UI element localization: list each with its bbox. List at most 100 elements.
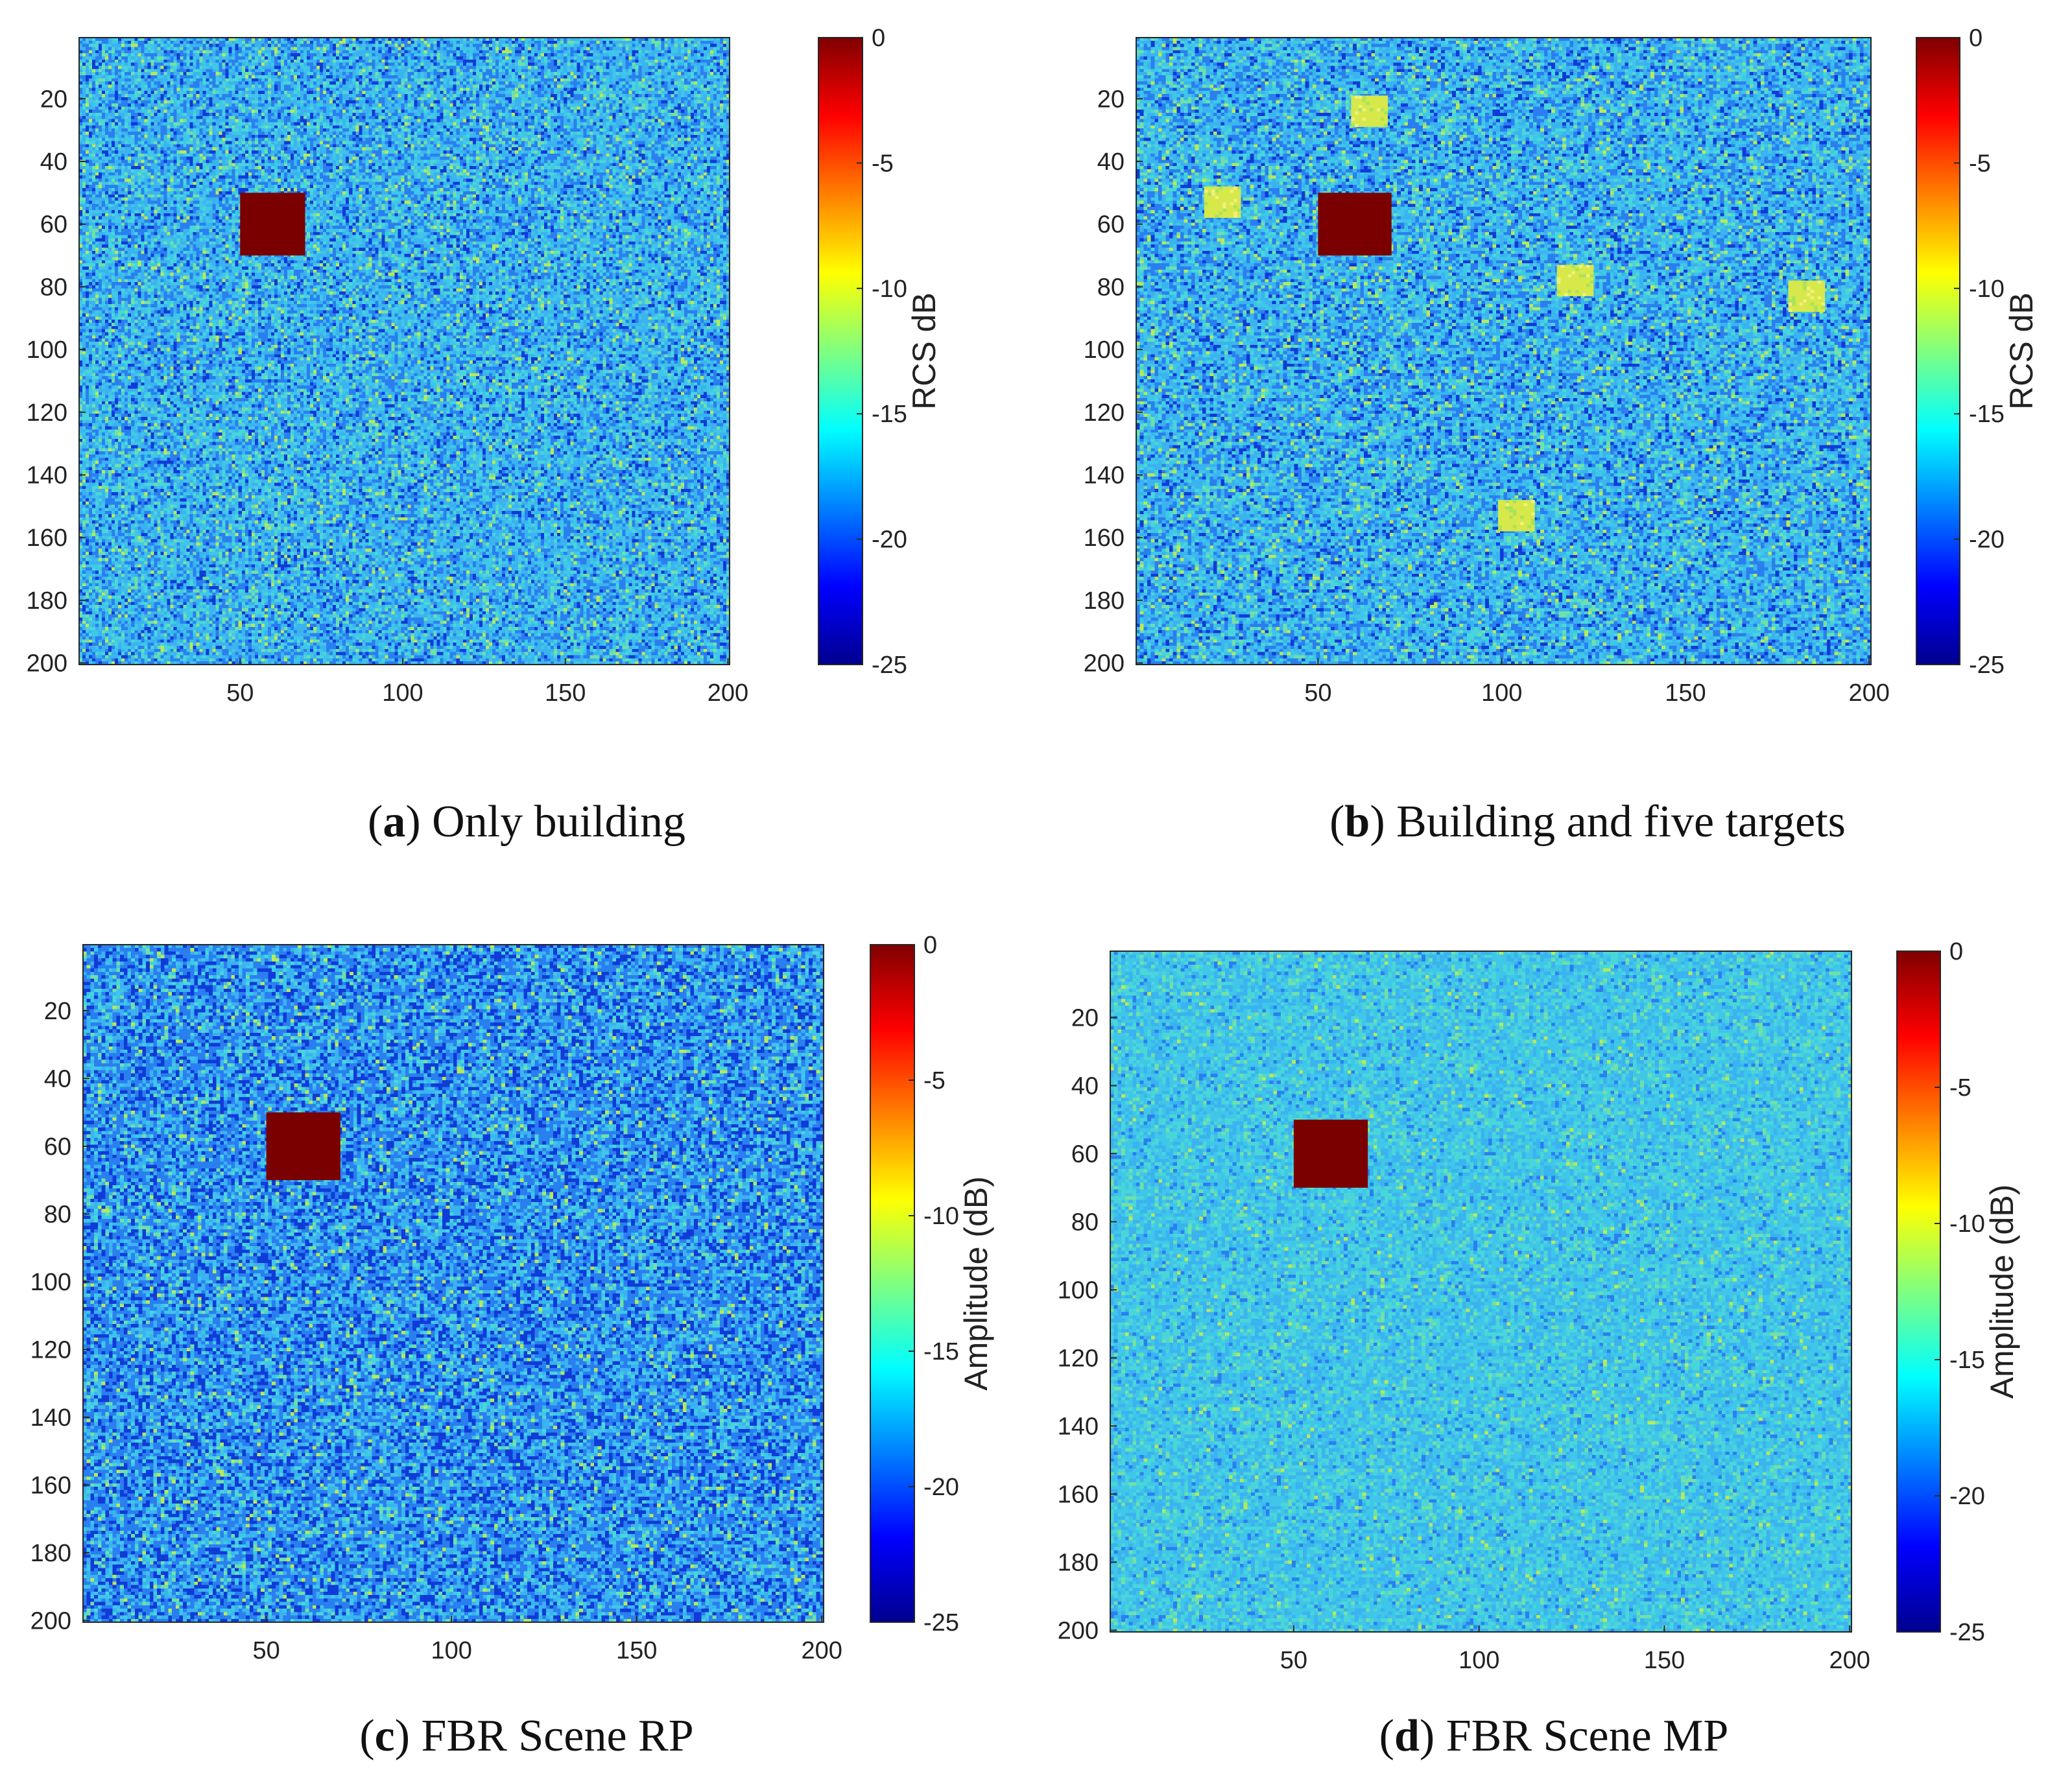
panel-caption: (c) FBR Scene RP [359, 1711, 693, 1761]
plot-frame [1110, 951, 1852, 1633]
colorbar-tick-label: -20 [1949, 1483, 1985, 1510]
y-tick-label: 200 [27, 650, 67, 678]
colorbar-label: Amplitude (dB) [958, 1176, 994, 1391]
y-tick-label: 40 [1097, 148, 1125, 176]
y-tick-label: 180 [27, 587, 67, 615]
colorbar-tick-label: 0 [1949, 938, 1963, 965]
y-tick-label: 60 [1071, 1140, 1099, 1168]
y-tick-label: 200 [1084, 650, 1125, 678]
y-tick-label: 80 [1071, 1209, 1099, 1236]
y-tick-label: 140 [1084, 462, 1125, 489]
colorbar-tick-label: -25 [872, 652, 907, 679]
y-tick-label: 160 [30, 1472, 71, 1499]
target-marker [1498, 500, 1535, 532]
y-tick-label: 180 [1084, 587, 1125, 615]
colorbar-tick-label: -25 [923, 1609, 959, 1636]
colorbar-tick-label: -10 [1969, 276, 2005, 303]
panel-d: 50 100 150 200 20 40 60 80 100 120 140 160 180 200 0 -5… [1058, 938, 2020, 1761]
panel-a: 50 100 150 200 20 40 60 80 100 120 140 160 180 200 0 -5… [27, 25, 942, 847]
panel-caption: (b) Building and five targets [1329, 797, 1846, 847]
colorbar-tick-label: 0 [923, 932, 937, 959]
panel-b: 50 100 150 200 20 40 60 80 100 120 140 160 180 200 0 -5… [1084, 25, 2040, 847]
y-tick-label: 140 [27, 462, 67, 489]
y-tick-label: 60 [40, 211, 67, 239]
y-tick-label: 160 [1084, 525, 1125, 552]
colorbar-label: Amplitude (dB) [1984, 1185, 2020, 1399]
colorbar-tick-label: -20 [1969, 526, 2005, 554]
y-tick-label: 120 [1084, 399, 1125, 427]
colorbar-c: 0 -5 -10 -15 -20 -25 Amplitude (dB) [870, 932, 994, 1636]
y-tick-label: 120 [30, 1336, 71, 1364]
colorbar-tick-label: -20 [923, 1474, 959, 1501]
x-tick-label: 200 [708, 679, 748, 707]
y-tick-label: 180 [30, 1540, 71, 1567]
y-tick-label: 120 [1058, 1345, 1099, 1372]
target-marker [1204, 186, 1241, 218]
y-tick-label: 100 [1084, 337, 1125, 364]
y-tick-label: 20 [40, 86, 67, 113]
building-block [1293, 1119, 1368, 1188]
x-tick-label: 150 [616, 1637, 657, 1664]
x-tick-label: 150 [1665, 679, 1706, 707]
y-tick-label: 40 [1071, 1072, 1099, 1100]
colorbar-tick-label: -15 [1949, 1347, 1985, 1374]
x-tick-label: 100 [1459, 1647, 1499, 1674]
y-tick-label: 40 [40, 148, 67, 176]
y-tick-label: 100 [30, 1269, 71, 1296]
colorbar-gradient [1916, 37, 1960, 665]
panel-caption: (d) FBR Scene MP [1379, 1711, 1729, 1761]
y-tick-label: 120 [27, 399, 67, 427]
plot-frame [82, 944, 824, 1623]
x-tick-label: 200 [801, 1637, 842, 1664]
colorbar-tick-label: -5 [1949, 1074, 1971, 1102]
y-tick-label: 20 [44, 998, 71, 1025]
x-tick-label: 50 [253, 1637, 280, 1664]
x-tick-label: 150 [545, 679, 586, 707]
colorbar-label: RCS dB [2003, 292, 2040, 410]
target-marker [1788, 280, 1826, 313]
colorbar-tick-label: 0 [872, 25, 885, 52]
y-tick-label: 60 [1097, 211, 1125, 239]
colorbar-a: 0 -5 -10 -15 -20 -25 RCS dB [818, 25, 942, 679]
y-tick-label: 140 [30, 1404, 71, 1432]
y-tick-label: 20 [1071, 1004, 1099, 1032]
heatmap-noise-d [1110, 951, 1852, 1632]
plot-frame [78, 37, 730, 665]
building-block [1318, 193, 1392, 256]
y-tick-label: 100 [1058, 1277, 1099, 1304]
x-tick-label: 150 [1644, 1647, 1685, 1674]
x-tick-label: 200 [1829, 1647, 1870, 1674]
heatmap-noise-a [79, 38, 730, 665]
colorbar-tick-label: -15 [923, 1338, 959, 1365]
panel-c: 50 100 150 200 20 40 60 80 100 120 140 160 180 200 0 -5… [30, 932, 994, 1761]
plot-frame [1136, 37, 1872, 665]
y-tick-label: 80 [1097, 274, 1125, 301]
colorbar-tick-label: -10 [923, 1203, 959, 1230]
x-tick-label: 50 [1304, 679, 1331, 707]
y-tick-label: 100 [27, 337, 67, 364]
colorbar-label: RCS dB [906, 292, 942, 410]
building-block [240, 193, 305, 256]
colorbar-tick-label: -10 [1949, 1210, 1985, 1238]
y-tick-label: 40 [44, 1065, 71, 1092]
x-tick-label: 100 [431, 1637, 471, 1664]
y-tick-label: 60 [44, 1133, 71, 1161]
target-marker [1351, 95, 1388, 127]
colorbar-gradient [1896, 951, 1941, 1633]
panel-caption: (a) Only building [368, 797, 685, 847]
colorbar-tick-label: -5 [872, 150, 894, 177]
x-tick-label: 50 [1280, 1647, 1307, 1674]
y-tick-label: 80 [40, 274, 67, 301]
y-tick-label: 140 [1058, 1413, 1099, 1440]
colorbar-tick-label: -25 [1969, 652, 2005, 679]
colorbar-tick-label: -5 [923, 1067, 946, 1094]
colorbar-tick-label: -25 [1949, 1619, 1985, 1646]
colorbar-tick-label: -15 [1969, 401, 2005, 428]
building-block [266, 1112, 340, 1181]
colorbar-tick-label: 0 [1969, 25, 1983, 52]
x-tick-label: 100 [382, 679, 423, 707]
colorbar-gradient [870, 944, 915, 1623]
y-tick-label: 200 [1058, 1617, 1099, 1644]
colorbar-tick-label: -15 [872, 401, 907, 428]
